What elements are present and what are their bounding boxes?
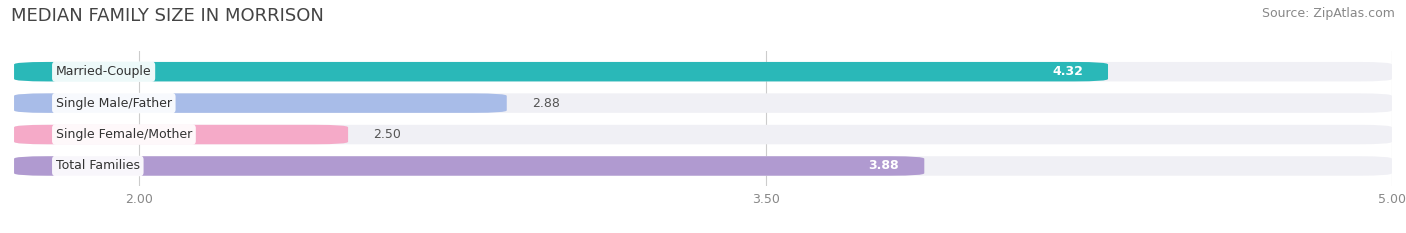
Text: Total Families: Total Families [56, 159, 139, 172]
Text: 3.88: 3.88 [869, 159, 900, 172]
FancyBboxPatch shape [14, 156, 1392, 176]
Text: 2.88: 2.88 [531, 97, 560, 110]
Text: MEDIAN FAMILY SIZE IN MORRISON: MEDIAN FAMILY SIZE IN MORRISON [11, 7, 325, 25]
Text: 4.32: 4.32 [1052, 65, 1083, 78]
Text: Single Male/Father: Single Male/Father [56, 97, 172, 110]
FancyBboxPatch shape [14, 93, 506, 113]
FancyBboxPatch shape [14, 62, 1108, 81]
FancyBboxPatch shape [14, 125, 1392, 144]
Text: Married-Couple: Married-Couple [56, 65, 152, 78]
Text: Single Female/Mother: Single Female/Mother [56, 128, 193, 141]
Text: Source: ZipAtlas.com: Source: ZipAtlas.com [1261, 7, 1395, 20]
Text: 2.50: 2.50 [373, 128, 401, 141]
FancyBboxPatch shape [14, 93, 1392, 113]
FancyBboxPatch shape [14, 156, 924, 176]
FancyBboxPatch shape [14, 125, 349, 144]
FancyBboxPatch shape [14, 62, 1392, 81]
